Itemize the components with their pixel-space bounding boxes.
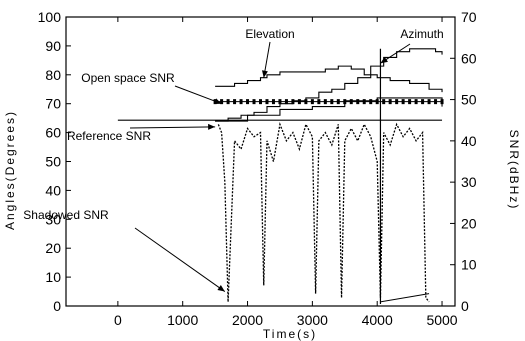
- open-space-snr-marker: [421, 99, 425, 105]
- y-axis-left-label: Angles(Degrees): [3, 110, 17, 230]
- open-space-snr-marker: [375, 99, 379, 105]
- series-line-shadowed-snr: [217, 121, 430, 303]
- open-space-snr-marker: [349, 99, 353, 105]
- annotation-label: Azimuth: [400, 27, 443, 41]
- series-line-elevation: [215, 65, 443, 93]
- x-tick-label: 5000: [426, 312, 457, 328]
- x-tick-label: 0: [114, 312, 122, 328]
- series-line-elevation-lower: [215, 97, 443, 122]
- y-left-tick-label: 90: [45, 38, 61, 54]
- x-axis-label: Time(s): [263, 327, 317, 341]
- shadowed-snr-baseline: [380, 293, 430, 303]
- y-right-tick-label: 30: [461, 174, 477, 190]
- y-left-tick-label: 50: [45, 154, 61, 170]
- open-space-snr-marker: [356, 99, 360, 105]
- open-space-snr-marker: [382, 99, 386, 105]
- open-space-snr-marker: [440, 99, 444, 105]
- open-space-snr-marker: [414, 99, 418, 105]
- open-space-snr-marker: [233, 99, 237, 105]
- y-left-tick-label: 0: [53, 298, 61, 314]
- open-space-snr-marker: [323, 99, 327, 105]
- open-space-snr-marker: [259, 99, 262, 105]
- y-right-tick-label: 50: [461, 92, 477, 108]
- y-left-tick-label: 40: [45, 182, 61, 198]
- annotation-arrow: [129, 126, 216, 129]
- open-space-snr-marker: [284, 99, 288, 105]
- open-space-snr-marker: [434, 99, 438, 105]
- annotation-arrowhead: [380, 56, 388, 64]
- y-left-tick-label: 60: [45, 125, 61, 141]
- open-space-snr-marker: [401, 99, 405, 105]
- y-left-tick-label: 10: [45, 269, 61, 285]
- annotation-label: Elevation: [245, 27, 294, 41]
- open-space-snr-marker: [278, 99, 282, 105]
- open-space-snr-marker: [330, 99, 334, 105]
- y-right-tick-label: 0: [461, 298, 469, 314]
- open-space-snr-marker: [317, 99, 321, 105]
- open-space-snr-marker: [395, 99, 399, 105]
- open-space-snr-marker: [297, 99, 301, 105]
- x-tick-label: 3000: [297, 312, 328, 328]
- annotation-arrowhead: [208, 123, 216, 130]
- annotation-label: Open space SNR: [81, 71, 175, 85]
- open-space-snr-marker: [427, 99, 431, 105]
- open-space-snr-marker: [291, 99, 295, 105]
- y-left-tick-label: 70: [45, 96, 61, 112]
- open-space-snr-marker: [369, 99, 373, 105]
- annotation-arrowhead: [213, 98, 222, 105]
- y-right-tick-label: 20: [461, 215, 477, 231]
- y-left-tick-label: 100: [38, 9, 62, 25]
- plot-frame: [65, 16, 456, 307]
- y-right-tick-label: 40: [461, 133, 477, 149]
- annotation-arrow: [134, 227, 226, 292]
- y-left-tick-label: 20: [45, 240, 61, 256]
- y-right-tick-label: 10: [461, 257, 477, 273]
- open-space-snr-marker: [252, 99, 256, 105]
- x-tick-label: 4000: [362, 312, 393, 328]
- open-space-snr-marker: [271, 99, 275, 105]
- open-space-snr-marker: [226, 99, 230, 105]
- y-left-tick-label: 30: [45, 211, 61, 227]
- annotation-arrowhead: [217, 285, 225, 292]
- annotation-label: Shadowed SNR: [23, 208, 109, 222]
- open-space-snr-marker: [246, 99, 250, 105]
- open-space-snr-marker: [362, 99, 366, 105]
- x-tick-label: 1000: [167, 312, 198, 328]
- series-line-azimuth: [215, 48, 443, 122]
- annotation-label: Reference SNR: [67, 129, 151, 143]
- y-right-tick-label: 70: [461, 9, 477, 25]
- open-space-snr-marker: [310, 99, 314, 105]
- annotation-arrowhead: [261, 70, 268, 78]
- y-axis-right-label: SNR(dBHz): [507, 130, 521, 211]
- open-space-snr-marker: [336, 99, 340, 105]
- open-space-snr-marker: [408, 99, 412, 105]
- y-left-tick-label: 80: [45, 67, 61, 83]
- x-tick-label: 2000: [232, 312, 263, 328]
- open-space-snr-marker: [388, 99, 392, 105]
- open-space-snr-marker: [220, 99, 224, 105]
- annotation-arrow: [174, 85, 222, 105]
- open-space-snr-marker: [343, 99, 347, 105]
- open-space-snr-marker: [304, 99, 308, 105]
- open-space-snr-marker: [239, 99, 243, 105]
- open-space-snr-marker: [265, 99, 269, 105]
- y-right-tick-label: 60: [461, 50, 477, 66]
